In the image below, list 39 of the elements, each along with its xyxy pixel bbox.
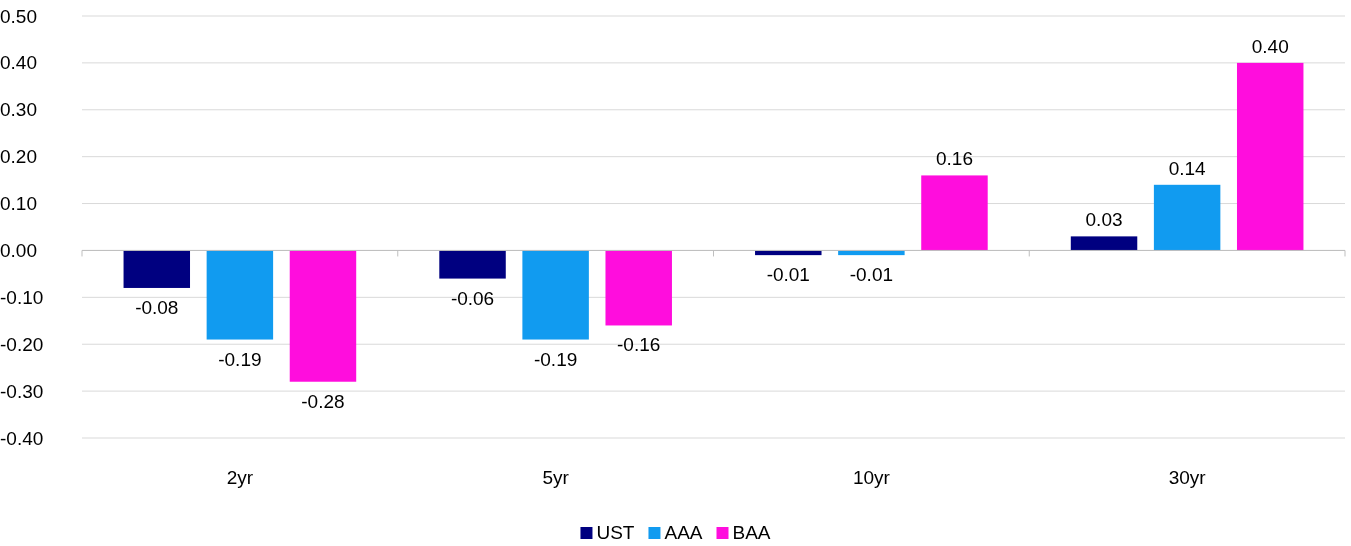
y-tick-label: -0.40	[0, 427, 44, 449]
data-label: 0.14	[1168, 157, 1207, 179]
bar	[289, 250, 357, 382]
x-tick-label: 5yr	[542, 467, 570, 488]
bar	[1153, 184, 1221, 251]
bar	[605, 250, 672, 326]
y-tick-label: -0.10	[0, 286, 44, 308]
y-tick-label: 0.20	[0, 146, 37, 168]
y-tick-label: -0.30	[0, 380, 44, 402]
y-tick-label: -0.20	[0, 333, 44, 355]
x-tick-label: 2yr	[226, 467, 254, 488]
bar	[1070, 236, 1138, 251]
bar	[123, 250, 191, 288]
y-tick-label: 0.30	[0, 99, 37, 121]
x-tick-label: 10yr	[852, 467, 891, 488]
bar	[206, 250, 274, 340]
data-label: -0.19	[218, 348, 262, 370]
data-label: -0.08	[135, 296, 179, 318]
data-label: -0.01	[849, 264, 894, 286]
y-tick-label: 0.50	[0, 5, 37, 27]
data-label: -0.01	[766, 264, 810, 286]
legend-label: UST	[596, 522, 635, 543]
data-label: -0.19	[533, 348, 578, 370]
legend-label: BAA	[732, 522, 771, 543]
data-label: -0.16	[617, 334, 661, 356]
y-tick-label: 0.10	[0, 193, 37, 215]
bar	[1236, 62, 1304, 251]
data-label: -0.06	[450, 287, 495, 309]
legend-label: AAA	[664, 522, 703, 543]
y-tick-label: 0.00	[0, 240, 37, 262]
bar	[522, 250, 589, 340]
data-label: 0.16	[935, 148, 973, 170]
bar	[921, 175, 988, 251]
data-label: 0.40	[1251, 35, 1289, 57]
y-tick-label: 0.40	[0, 52, 37, 74]
data-label: -0.28	[301, 390, 345, 412]
bar	[439, 250, 506, 279]
data-label: 0.03	[1085, 209, 1123, 231]
x-tick-label: 30yr	[1168, 467, 1207, 488]
